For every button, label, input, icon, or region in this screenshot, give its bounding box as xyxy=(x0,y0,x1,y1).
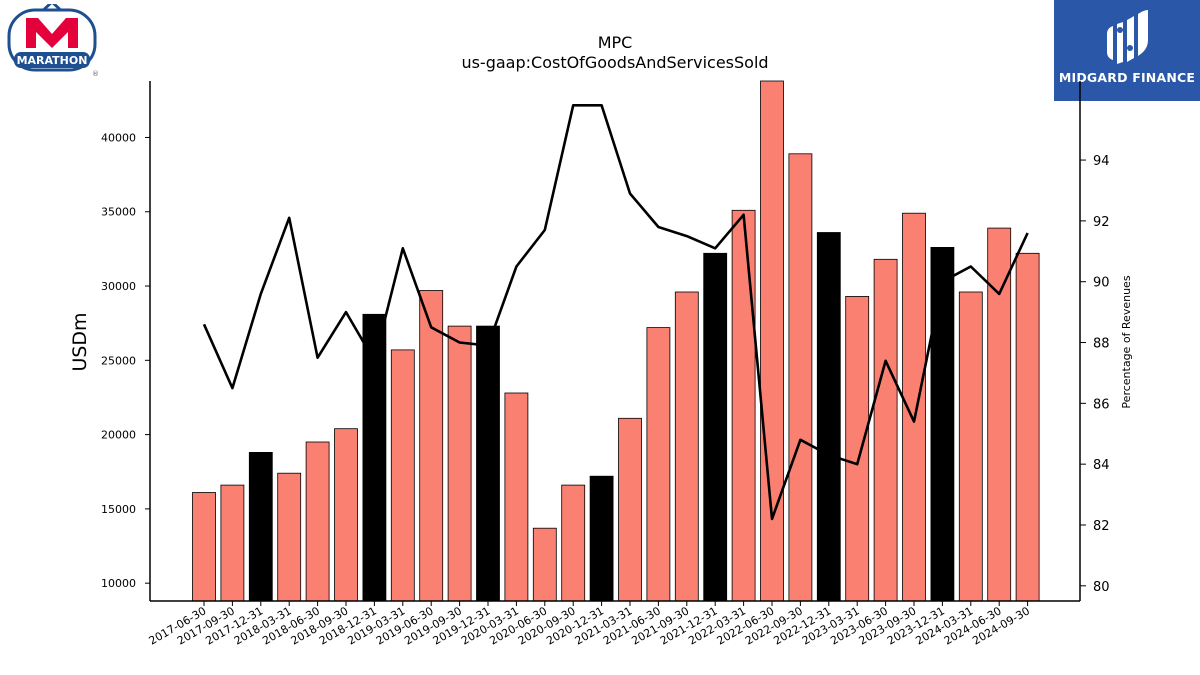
bar xyxy=(674,291,699,602)
bar xyxy=(589,475,614,602)
bar xyxy=(1015,252,1040,602)
axes xyxy=(149,81,1081,602)
y2-tick-label: 80 xyxy=(1093,580,1110,595)
percentage-line xyxy=(202,104,1029,521)
bar xyxy=(873,258,898,602)
bar xyxy=(760,80,784,602)
y2-tick-label: 92 xyxy=(1093,215,1110,230)
bar xyxy=(390,349,415,602)
y-axis-label: USDm xyxy=(69,312,91,371)
marathon-logo: MARATHON ® xyxy=(7,4,99,78)
x-axis-ticks: 2017-06-302017-09-302017-12-312018-03-31… xyxy=(147,601,1032,648)
midgard-emblem-icon xyxy=(1107,10,1148,64)
y-tick-label: 20000 xyxy=(101,429,136,442)
chart-title: MPC xyxy=(598,33,633,52)
percentage-line-series xyxy=(202,104,1029,521)
bar xyxy=(248,451,273,602)
y-tick-label: 25000 xyxy=(101,354,136,367)
bar xyxy=(532,527,557,602)
bar xyxy=(646,327,671,602)
y-tick-label: 35000 xyxy=(101,206,136,219)
chart-subtitle: us-gaap:CostOfGoodsAndServicesSold xyxy=(461,53,768,72)
svg-text:®: ® xyxy=(92,70,99,78)
y-tick-label: 40000 xyxy=(101,131,136,144)
y2-axis-label: Percentage of Revenues xyxy=(1120,275,1133,408)
bar xyxy=(192,492,216,602)
bar xyxy=(703,252,728,602)
bar xyxy=(277,472,302,602)
y2-tick-label: 90 xyxy=(1093,276,1110,291)
bar xyxy=(816,232,841,602)
y-tick-label: 30000 xyxy=(101,280,136,293)
y2-tick-label: 82 xyxy=(1093,519,1110,534)
midgard-finance-logo: MIDGARD FINANCE xyxy=(1054,0,1200,101)
bar xyxy=(930,246,955,602)
bar xyxy=(504,392,529,602)
y-axis-ticks: 10000 15000 20000 25000 30000 35000 40000 xyxy=(101,131,150,590)
bar xyxy=(561,484,586,602)
y2-tick-label: 88 xyxy=(1093,337,1110,352)
bar xyxy=(305,441,330,602)
bar-series xyxy=(192,80,1040,602)
y2-tick-label: 84 xyxy=(1093,458,1110,473)
bar xyxy=(731,209,756,602)
bar xyxy=(618,417,642,602)
bar xyxy=(958,291,983,602)
bar xyxy=(987,227,1012,602)
bar xyxy=(447,325,472,602)
y-tick-label: 10000 xyxy=(101,577,136,590)
y2-tick-label: 94 xyxy=(1093,154,1110,169)
bar xyxy=(845,295,870,602)
y2-tick-label: 86 xyxy=(1093,397,1110,412)
bar xyxy=(220,484,245,602)
marathon-wordmark: MARATHON xyxy=(17,54,88,67)
y-tick-label: 15000 xyxy=(101,503,136,516)
bar xyxy=(419,290,444,602)
bar xyxy=(788,153,813,602)
bar xyxy=(476,325,500,602)
y2-axis-ticks: 80 82 84 86 88 90 92 94 xyxy=(1080,154,1110,595)
brand-name: MIDGARD FINANCE xyxy=(1058,70,1196,85)
bar xyxy=(334,428,358,602)
